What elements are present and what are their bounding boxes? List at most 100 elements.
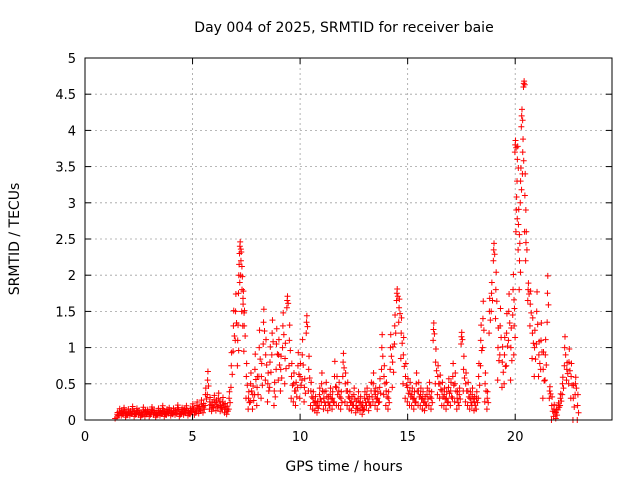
data-point <box>240 348 247 355</box>
data-point <box>503 330 510 337</box>
data-point <box>443 395 450 402</box>
data-point <box>231 333 238 340</box>
data-point <box>339 373 346 380</box>
data-point <box>518 106 525 113</box>
data-point <box>355 388 362 395</box>
data-point <box>460 366 467 373</box>
data-point <box>244 382 251 389</box>
data-point <box>461 375 468 382</box>
data-point <box>256 344 263 351</box>
data-point <box>212 407 219 414</box>
data-point <box>543 361 550 368</box>
data-point <box>359 411 366 418</box>
data-point <box>426 379 433 386</box>
data-point <box>204 368 211 375</box>
data-point <box>535 373 542 380</box>
data-point <box>375 399 382 406</box>
data-point <box>519 117 526 124</box>
data-point <box>488 290 495 297</box>
data-point <box>514 156 521 163</box>
data-point <box>488 279 495 286</box>
data-point <box>492 286 499 293</box>
data-point <box>505 308 512 315</box>
data-point <box>397 310 404 317</box>
data-point <box>568 360 575 367</box>
data-point <box>353 405 360 412</box>
data-point <box>272 393 279 400</box>
y-tick-label: 3 <box>68 197 76 212</box>
data-point <box>296 395 303 402</box>
data-point <box>198 397 205 404</box>
data-point <box>382 402 389 409</box>
data-point <box>390 369 397 376</box>
data-point <box>527 301 534 308</box>
data-point <box>463 369 470 376</box>
data-point <box>315 405 322 412</box>
data-point <box>400 334 407 341</box>
data-point <box>495 357 502 364</box>
data-point <box>240 301 247 308</box>
data-point <box>557 390 564 397</box>
data-point <box>491 251 498 258</box>
data-point <box>473 406 480 413</box>
data-point <box>404 398 411 405</box>
x-tick-label: 10 <box>292 430 309 445</box>
data-point <box>285 300 292 307</box>
data-point <box>377 375 384 382</box>
data-point <box>357 393 364 400</box>
data-point <box>299 336 306 343</box>
data-point <box>501 380 508 387</box>
data-point <box>316 385 323 392</box>
data-point <box>279 344 286 351</box>
data-point <box>518 123 525 130</box>
data-point <box>378 366 385 373</box>
data-point <box>166 404 173 411</box>
data-point <box>554 412 561 419</box>
data-point <box>376 398 383 405</box>
data-point <box>497 305 504 312</box>
data-point <box>251 366 258 373</box>
data-point <box>308 379 315 386</box>
data-point <box>465 393 472 400</box>
data-point <box>303 312 310 319</box>
data-point <box>530 340 537 347</box>
data-point <box>337 406 344 413</box>
x-tick-label: 0 <box>81 430 89 445</box>
data-point <box>411 395 418 402</box>
data-point <box>383 379 390 386</box>
data-point <box>488 308 495 315</box>
data-point <box>394 285 401 292</box>
data-point <box>245 395 252 402</box>
data-point <box>412 398 419 405</box>
data-point <box>243 373 250 380</box>
data-point <box>388 353 395 360</box>
data-point <box>430 326 437 333</box>
data-point <box>433 367 440 374</box>
data-point <box>559 391 566 398</box>
data-point <box>490 246 497 253</box>
data-point <box>428 395 435 402</box>
data-point <box>290 369 297 376</box>
data-point <box>506 291 513 298</box>
data-point <box>183 402 190 409</box>
data-point <box>417 402 424 409</box>
data-point <box>502 363 509 370</box>
data-point <box>513 194 520 201</box>
y-tick-label: 4 <box>68 124 76 139</box>
data-point <box>484 395 491 402</box>
data-point <box>499 359 506 366</box>
data-point <box>557 402 564 409</box>
data-point <box>398 314 405 321</box>
data-point <box>365 407 372 414</box>
data-point <box>226 395 233 402</box>
data-point <box>562 351 569 358</box>
data-point <box>298 382 305 389</box>
data-point <box>421 407 428 414</box>
data-point <box>394 293 401 300</box>
data-point <box>490 257 497 264</box>
y-tick-label: 1.5 <box>55 305 76 320</box>
data-point <box>360 406 367 413</box>
data-point <box>546 395 553 402</box>
x-tick-labels: 0 5 10 15 20 <box>81 430 524 445</box>
data-point <box>223 411 230 418</box>
